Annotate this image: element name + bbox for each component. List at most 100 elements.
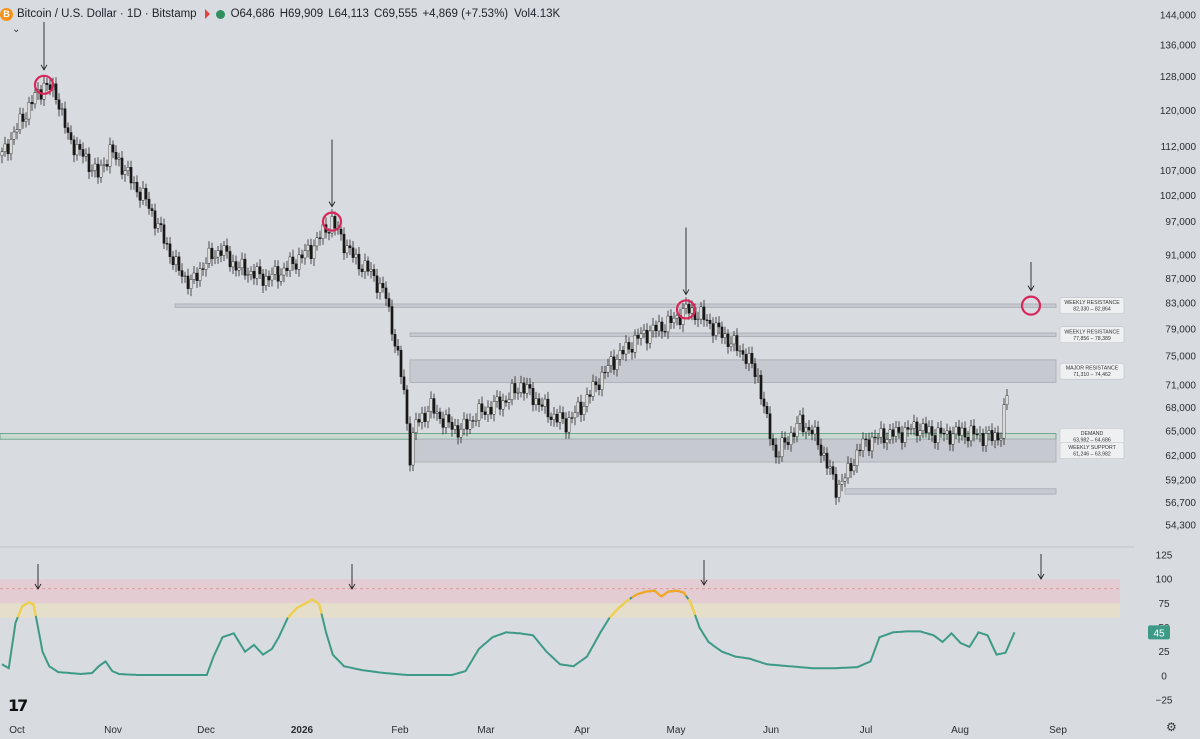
candle-body	[75, 144, 79, 156]
candle-body	[933, 435, 937, 444]
zone-range-4: 61,246 – 63,982	[1073, 452, 1111, 458]
rsi-tick-4: 25	[1158, 647, 1170, 658]
candle-body	[414, 419, 418, 433]
candle-body	[489, 406, 493, 415]
candle-body	[78, 144, 82, 150]
candle-body	[846, 463, 850, 479]
candle-body	[24, 118, 28, 122]
symbol-title[interactable]: Bitcoin / U.S. Dollar · 1D · Bitstamp	[17, 8, 197, 20]
chevron-down-icon[interactable]: ⌄	[12, 24, 21, 35]
flag-icon[interactable]	[204, 9, 210, 19]
candle-body	[33, 92, 37, 105]
candle-body	[915, 421, 919, 437]
candle-body	[342, 233, 346, 254]
rsi-arrow-head-2	[700, 579, 708, 586]
candle-body	[864, 438, 868, 441]
candle-body	[876, 437, 880, 439]
candle-body	[714, 322, 718, 336]
candle-body	[663, 331, 667, 333]
candle-body	[222, 245, 226, 256]
candle-body	[786, 442, 790, 445]
candle-body	[651, 324, 655, 332]
candle-body	[375, 275, 379, 293]
zone-label-bg-0	[1059, 297, 1125, 314]
candle-body	[381, 283, 385, 289]
candle-body	[561, 412, 565, 419]
candle-body	[531, 388, 535, 406]
candle-body	[348, 245, 352, 248]
candle-body	[954, 426, 958, 435]
candle-body	[747, 352, 751, 364]
candle-body	[444, 414, 448, 428]
candle-body	[12, 131, 16, 140]
candle-body	[45, 82, 49, 85]
candle-body	[975, 433, 979, 436]
candle-body	[831, 466, 835, 475]
candle-body	[378, 283, 382, 293]
candle-body	[978, 433, 982, 436]
candle-body	[843, 477, 847, 482]
time-tick-4: Feb	[391, 725, 409, 736]
candle-body	[183, 275, 187, 277]
candle-body	[840, 480, 844, 485]
candle-body	[594, 381, 598, 386]
candle-body	[849, 463, 853, 472]
time-tick-1: Nov	[104, 725, 122, 736]
candle-body	[597, 384, 601, 390]
candle-body	[174, 256, 178, 265]
candle-body	[777, 456, 781, 458]
candle-body	[249, 270, 253, 275]
candle-body	[855, 449, 859, 466]
time-tick-3: 2026	[291, 725, 314, 736]
candle-body	[300, 254, 304, 259]
candle-body	[966, 436, 970, 442]
candle-body	[618, 350, 622, 360]
market-status-icon[interactable]	[215, 9, 225, 19]
candle-body	[627, 342, 631, 350]
time-tick-6: Apr	[574, 725, 590, 736]
candle-body	[924, 423, 928, 434]
zone-2	[409, 359, 1057, 383]
candle-body	[792, 432, 796, 437]
candle-body	[825, 452, 829, 469]
candle-body	[516, 392, 520, 394]
candle-body	[384, 287, 388, 299]
candle-body	[96, 163, 100, 178]
candle-body	[885, 439, 889, 444]
candle-body	[135, 182, 139, 193]
candle-body	[18, 113, 22, 130]
candle-body	[372, 269, 376, 277]
candle-body	[438, 411, 442, 419]
candle-body	[333, 216, 337, 229]
candle-body	[492, 401, 496, 415]
candle-body	[507, 399, 511, 403]
candle-body	[243, 258, 247, 276]
candle-body	[417, 419, 421, 423]
price-tick-17: 59,200	[1165, 475, 1196, 486]
candle-body	[279, 274, 283, 282]
rsi-hot-segment	[16, 601, 37, 618]
candle-body	[612, 356, 616, 370]
candle-body	[606, 365, 610, 373]
candle-body	[927, 426, 931, 434]
candle-body	[477, 403, 481, 421]
candle-body	[162, 224, 166, 244]
gear-icon[interactable]: ⚙	[1166, 720, 1177, 734]
highlight-circle-3	[1020, 295, 1042, 316]
candle-body	[147, 198, 151, 209]
candle-body	[234, 261, 238, 271]
zone-label-bg-1	[1059, 326, 1125, 344]
candle-body	[588, 394, 592, 397]
candle-body	[219, 250, 223, 256]
candle-body	[99, 164, 103, 178]
price-tick-8: 91,000	[1165, 250, 1196, 261]
candle-body	[453, 425, 457, 430]
open-label: O	[230, 8, 240, 20]
candle-body	[903, 427, 907, 443]
highlight-circle-0	[33, 74, 55, 95]
tradingview-logo[interactable]: 17	[8, 696, 28, 715]
candle-body	[204, 263, 208, 270]
zone-label-bg-2	[1059, 362, 1125, 380]
candle-body	[888, 429, 892, 440]
